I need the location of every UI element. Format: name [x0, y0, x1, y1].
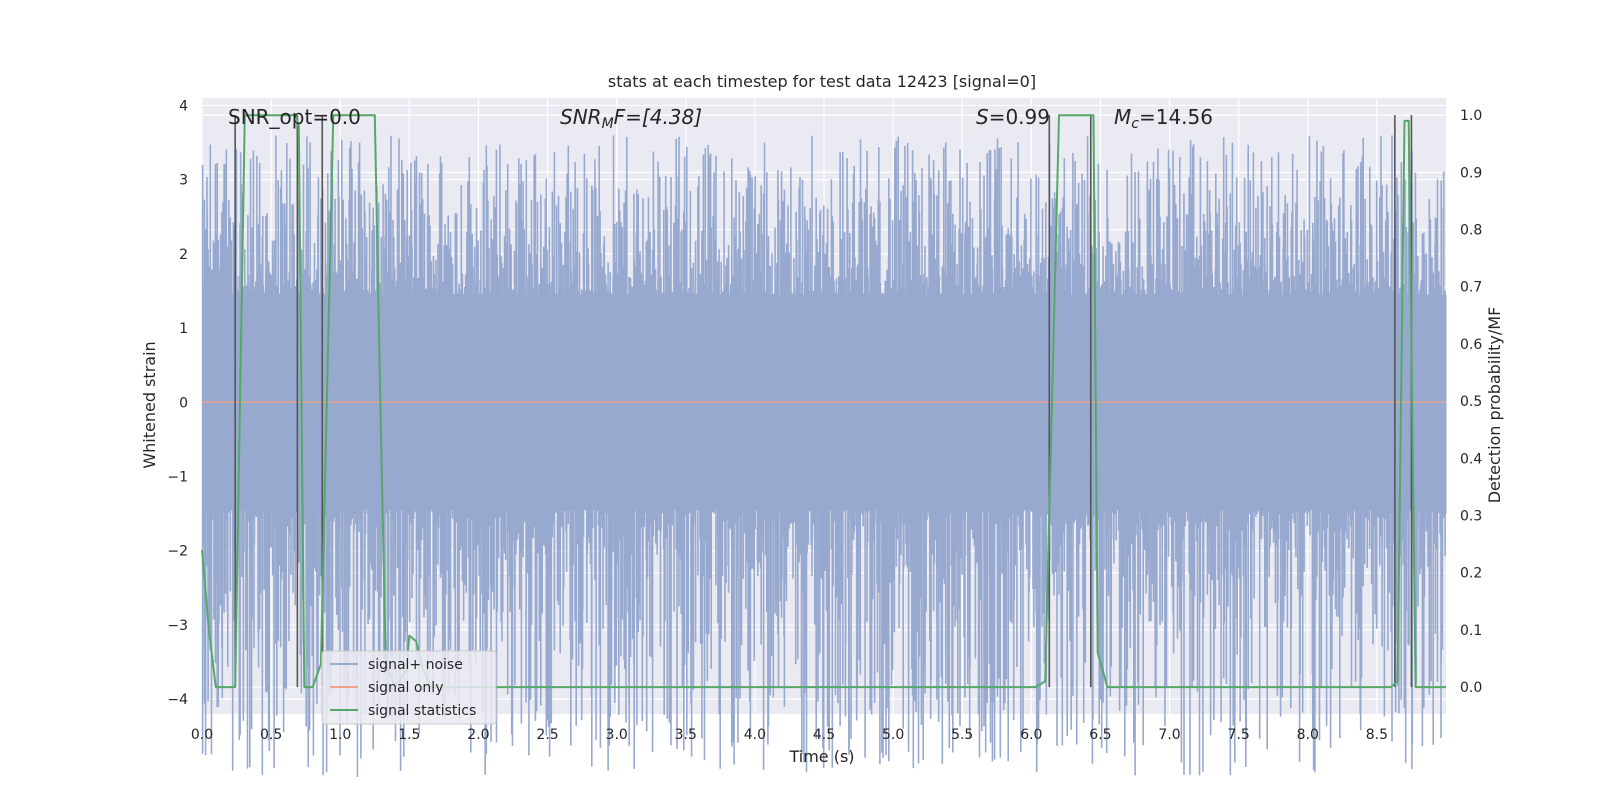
y-right-tick-label-0: 1.0	[1460, 108, 1482, 124]
annotation-snr-mf-rest: F=[4.38]	[614, 105, 702, 129]
y-left-tick-label-3: 1	[179, 321, 188, 337]
y-right-tick-label-10: 0.0	[1460, 680, 1482, 696]
legend: signal+ noise signal only signal statist…	[321, 650, 497, 725]
y-right-tick-label-5: 0.5	[1460, 394, 1482, 410]
chart-title: stats at each timestep for test data 124…	[608, 72, 1036, 91]
x-tick-label-14: 7.0	[1158, 727, 1180, 743]
legend-label-signal-statistics: signal statistics	[368, 703, 476, 719]
x-tick-label-2: 1.0	[329, 727, 351, 743]
x-tick-label-5: 2.5	[536, 727, 558, 743]
x-tick-label-16: 8.0	[1297, 727, 1319, 743]
x-tick-label-1: 0.5	[260, 727, 282, 743]
y-left-axis-ticks: 4 3 2 1 0 −1 −2 −3 −4	[167, 98, 188, 708]
x-tick-label-12: 6.0	[1020, 727, 1042, 743]
y-left-tick-label-6: −2	[167, 544, 188, 560]
annotation-snr-opt: SNR_opt=0.0	[228, 105, 361, 129]
y-right-tick-label-7: 0.3	[1460, 509, 1482, 525]
annotation-s: S=0.99	[976, 105, 1050, 129]
annotation-mc: Mc=14.56	[1114, 105, 1213, 132]
y-left-tick-label-7: −3	[167, 618, 188, 634]
annotation-mc-rest: =14.56	[1139, 105, 1213, 129]
annotation-s-symbol: S	[976, 105, 989, 129]
y-left-tick-label-8: −4	[167, 692, 188, 708]
y-right-tick-label-9: 0.1	[1460, 623, 1482, 639]
y-right-tick-label-3: 0.7	[1460, 280, 1482, 296]
x-tick-label-4: 2.0	[467, 727, 489, 743]
x-axis-ticks: 0.0 0.5 1.0 1.5 2.0 2.5 3.0 3.5 4.0 4.5 5.0 5.5 6.0 6…	[191, 727, 1388, 743]
x-tick-label-0: 0.0	[191, 727, 213, 743]
annotation-mc-subscript: c	[1131, 116, 1139, 132]
annotation-snr-mf: SNRMF=[4.38]	[560, 105, 702, 132]
x-tick-label-8: 4.0	[744, 727, 766, 743]
y-right-tick-label-4: 0.6	[1460, 337, 1482, 353]
x-tick-label-13: 6.5	[1089, 727, 1111, 743]
annotation-mc-symbol: M	[1114, 105, 1131, 129]
x-tick-label-9: 4.5	[813, 727, 835, 743]
x-tick-label-6: 3.0	[606, 727, 628, 743]
y-right-tick-label-2: 0.8	[1460, 223, 1482, 239]
y-right-axis-ticks: 1.0 0.9 0.8 0.7 0.6 0.5 0.4 0.3 0.2 0.1 0.0	[1460, 108, 1482, 696]
y-left-tick-label-0: 4	[179, 98, 188, 114]
legend-label-signal-only: signal only	[368, 680, 443, 696]
y-right-tick-label-1: 0.9	[1460, 165, 1482, 181]
x-tick-label-17: 8.5	[1366, 727, 1388, 743]
annotation-s-rest: =0.99	[989, 105, 1050, 129]
y-right-axis-label: Detection probability/MF	[1485, 307, 1504, 504]
y-right-tick-label-8: 0.2	[1460, 566, 1482, 582]
annotation-snr-mf-subscript: M	[602, 116, 614, 132]
y-left-axis-label: Whitened strain	[140, 341, 159, 468]
x-tick-label-3: 1.5	[398, 727, 420, 743]
x-axis-label: Time (s)	[788, 747, 854, 766]
legend-label-signal-plus-noise: signal+ noise	[368, 657, 463, 673]
legend-box	[321, 650, 497, 725]
x-tick-label-7: 3.5	[675, 727, 697, 743]
y-left-tick-label-4: 0	[179, 395, 188, 411]
annotation-snr-mf-symbol: SNR	[560, 105, 602, 129]
x-tick-label-15: 7.5	[1228, 727, 1250, 743]
y-left-tick-label-5: −1	[167, 470, 188, 486]
noise-spikes	[201, 135, 1447, 777]
y-left-tick-label-2: 2	[179, 247, 188, 263]
x-tick-label-11: 5.5	[951, 727, 973, 743]
y-left-tick-label-1: 3	[179, 173, 188, 189]
y-right-tick-label-6: 0.4	[1460, 451, 1482, 467]
x-tick-label-10: 5.0	[882, 727, 904, 743]
